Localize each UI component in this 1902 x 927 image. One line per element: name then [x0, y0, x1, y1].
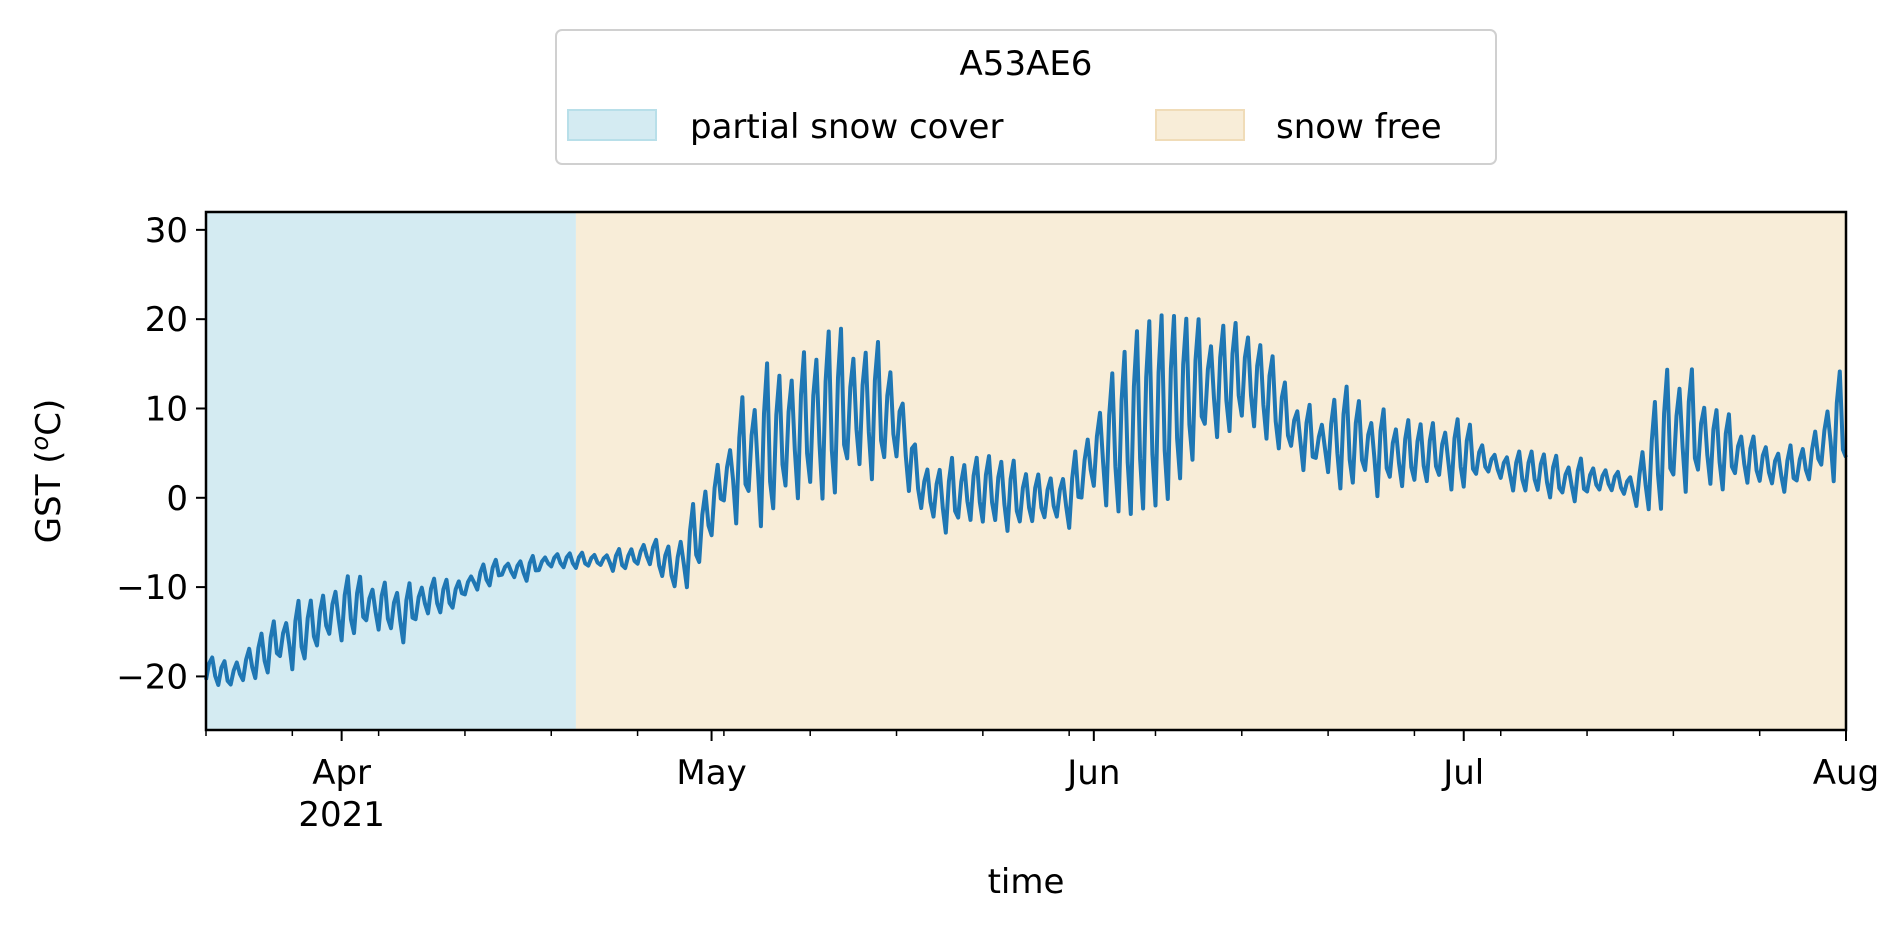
x-axis-label: time	[988, 862, 1065, 902]
period-snow-free	[575, 212, 1846, 730]
y-tick-label: 0	[166, 479, 188, 519]
x-tick-label: May	[676, 753, 746, 793]
gst-series-line	[204, 313, 1848, 687]
y-axis-label-unit: C)	[29, 399, 69, 436]
x-tick-label: Jun	[1065, 753, 1120, 793]
y-axis: −20 −10 0 10 20 30	[116, 211, 206, 697]
y-tick-label: 30	[145, 211, 188, 251]
y-axis-label-main: GST (	[29, 450, 69, 543]
legend-swatch-partial-snow-cover	[567, 109, 657, 141]
y-axis-label-superscript: o	[26, 436, 54, 451]
y-tick-label: 10	[145, 389, 188, 429]
y-tick-label: −10	[116, 568, 188, 608]
legend-label-snow-free: snow free	[1276, 107, 1442, 147]
legend: A53AE6 partial snow cover snow free	[555, 29, 1497, 165]
x-tick-label: Aug	[1813, 753, 1879, 793]
legend-label-partial-snow-cover: partial snow cover	[690, 107, 1003, 147]
period-partial-snow-cover	[206, 212, 576, 730]
legend-swatch-snow-free	[1155, 109, 1245, 141]
x-tick-sublabel: 2021	[298, 795, 385, 835]
plot-frame	[204, 210, 1848, 732]
period-shading	[206, 212, 1846, 730]
legend-title: A53AE6	[960, 44, 1093, 84]
y-tick-label: −20	[116, 657, 188, 697]
x-tick-label: Apr	[312, 753, 371, 793]
y-tick-label: 20	[145, 300, 188, 340]
y-axis-label: GST (oC)	[26, 399, 69, 543]
legend-frame	[555, 29, 1497, 165]
x-tick-label: Jul	[1441, 753, 1484, 793]
